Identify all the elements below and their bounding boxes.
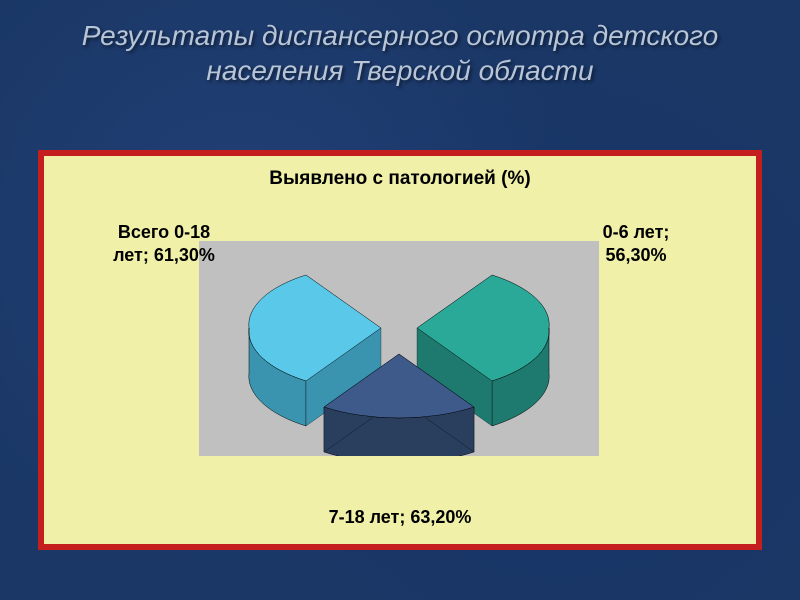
chart-container: Выявлено с патологией (%): [38, 150, 762, 550]
slice-label-total: Всего 0-18 лет; 61,30%: [99, 221, 229, 268]
chart-title: Выявлено с патологией (%): [44, 156, 756, 190]
pie-chart: [199, 241, 599, 456]
slide-title: Результаты диспансерного осмотра детског…: [0, 0, 800, 88]
chart-inner: Выявлено с патологией (%): [44, 156, 756, 544]
slice-label-7-18: 7-18 лет; 63,20%: [320, 506, 480, 529]
slice-label-0-6: 0-6 лет; 56,30%: [571, 221, 701, 268]
